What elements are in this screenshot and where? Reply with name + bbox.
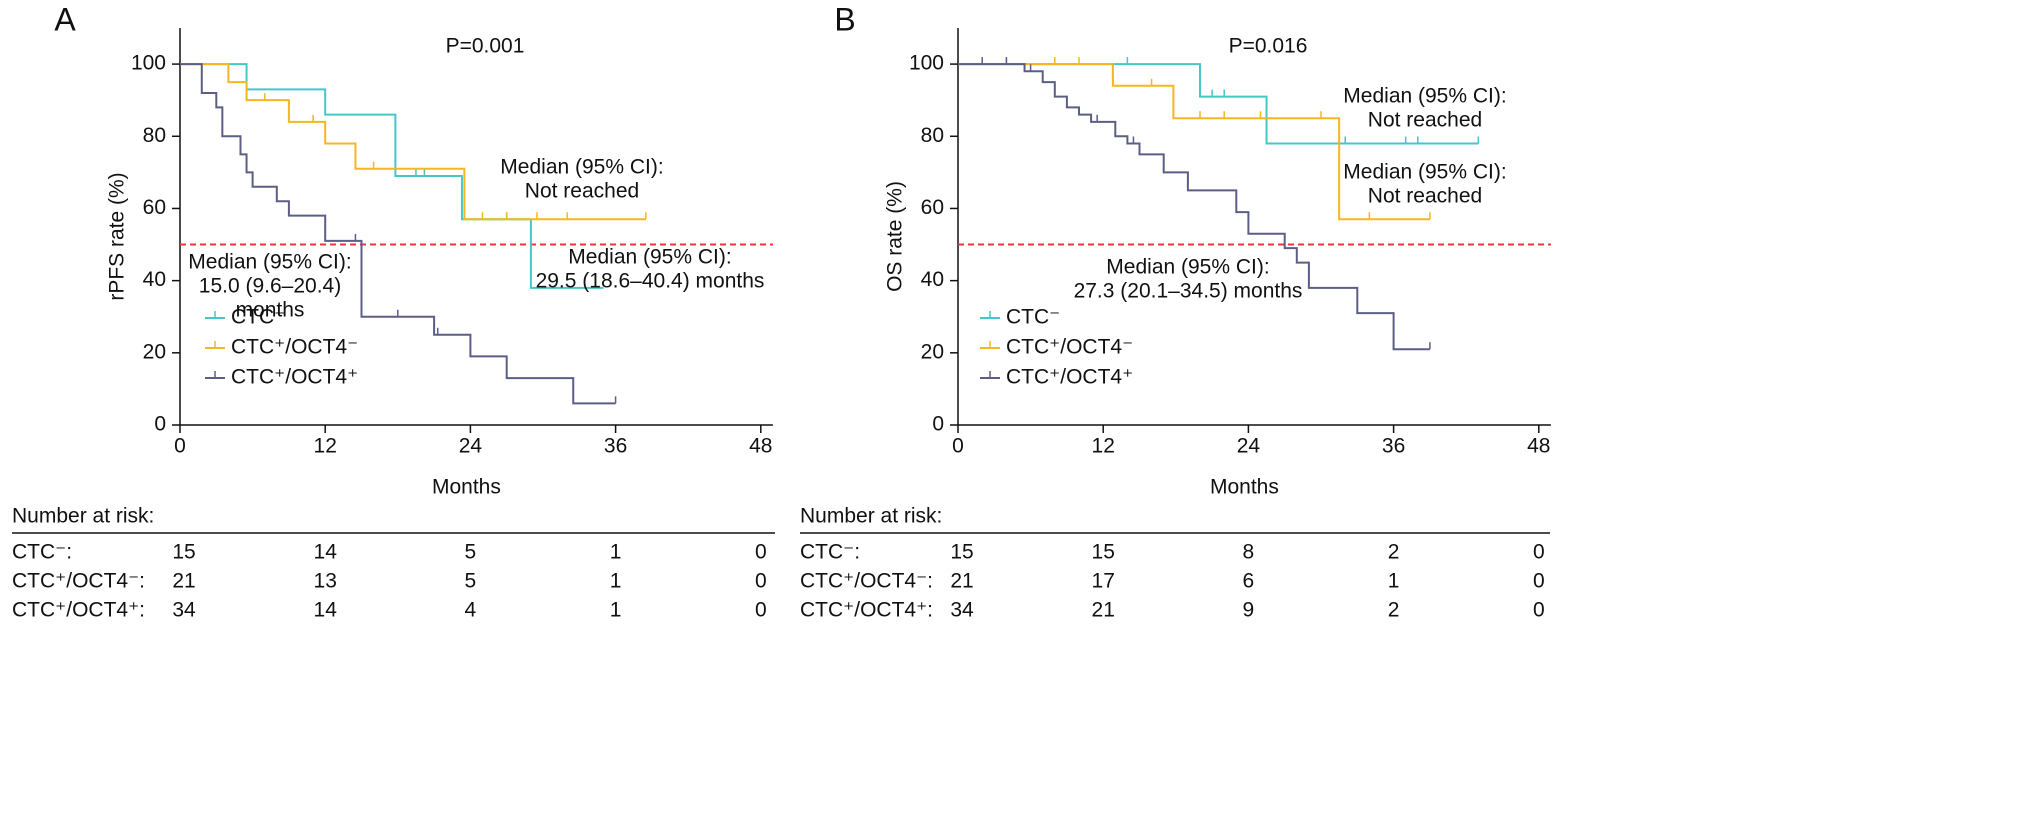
y-tick-label: 100 bbox=[909, 52, 944, 75]
survival-curve bbox=[958, 63, 1430, 221]
legend-label: CTC⁺/OCT4⁺ bbox=[231, 366, 358, 389]
y-tick-label: 60 bbox=[143, 196, 166, 219]
risk-count: 34 bbox=[172, 599, 196, 622]
annotation: Median (95% CI): bbox=[1343, 85, 1506, 108]
y-tick-label: 100 bbox=[131, 52, 166, 75]
y-axis-label: OS rate (%) bbox=[884, 181, 907, 292]
risk-row-label: CTC⁻: bbox=[12, 541, 72, 564]
risk-count: 14 bbox=[314, 541, 338, 564]
risk-count: 1 bbox=[610, 599, 622, 622]
risk-row-label: CTC⁻: bbox=[800, 541, 860, 564]
risk-count: 5 bbox=[465, 570, 477, 593]
y-tick-label: 20 bbox=[143, 340, 166, 363]
x-tick-label: 36 bbox=[1382, 435, 1405, 458]
y-tick-label: 80 bbox=[921, 124, 944, 147]
annotation: Not reached bbox=[525, 180, 639, 203]
legend-label: CTC⁻ bbox=[231, 306, 285, 329]
risk-count: 21 bbox=[950, 570, 973, 593]
legend-label: CTC⁺/OCT4⁻ bbox=[231, 336, 358, 359]
survival-curve bbox=[180, 63, 616, 405]
legend-label: CTC⁺/OCT4⁺ bbox=[1006, 366, 1133, 389]
annotation: Median (95% CI): bbox=[500, 156, 663, 179]
risk-count: 1 bbox=[610, 541, 622, 564]
risk-count: 0 bbox=[1533, 570, 1545, 593]
x-axis-label: Months bbox=[1210, 476, 1279, 499]
annotation: 15.0 (9.6–20.4) bbox=[199, 275, 341, 298]
risk-row-label: CTC⁺/OCT4⁻: bbox=[12, 570, 145, 593]
risk-count: 15 bbox=[172, 541, 195, 564]
legend-label: CTC⁺/OCT4⁻ bbox=[1006, 336, 1133, 359]
y-tick-label: 0 bbox=[154, 413, 166, 436]
risk-count: 2 bbox=[1388, 599, 1400, 622]
x-tick-label: 48 bbox=[1527, 435, 1550, 458]
annotation: months bbox=[236, 299, 305, 322]
risk-count: 0 bbox=[1533, 599, 1545, 622]
risk-count: 0 bbox=[755, 599, 767, 622]
risk-count: 4 bbox=[465, 599, 477, 622]
y-tick-label: 40 bbox=[143, 268, 166, 291]
risk-count: 15 bbox=[1092, 541, 1115, 564]
risk-table-title: Number at risk: bbox=[800, 505, 942, 528]
x-tick-label: 0 bbox=[174, 435, 186, 458]
y-tick-label: 40 bbox=[921, 268, 944, 291]
risk-count: 21 bbox=[172, 570, 195, 593]
x-tick-label: 0 bbox=[952, 435, 964, 458]
risk-row-label: CTC⁺/OCT4⁻: bbox=[800, 570, 933, 593]
risk-row-label: CTC⁺/OCT4⁺: bbox=[800, 599, 933, 622]
panel-label: A bbox=[54, 1, 76, 37]
risk-count: 9 bbox=[1243, 599, 1255, 622]
risk-count: 6 bbox=[1243, 570, 1255, 593]
risk-table-title: Number at risk: bbox=[12, 505, 154, 528]
x-axis-label: Months bbox=[432, 476, 501, 499]
risk-count: 5 bbox=[465, 541, 477, 564]
x-tick-label: 24 bbox=[1237, 435, 1261, 458]
risk-count: 17 bbox=[1092, 570, 1115, 593]
annotation: Not reached bbox=[1368, 109, 1482, 132]
risk-count: 34 bbox=[950, 599, 974, 622]
annotation: 27.3 (20.1–34.5) months bbox=[1074, 280, 1303, 303]
risk-count: 14 bbox=[314, 599, 338, 622]
y-axis-label: rPFS rate (%) bbox=[106, 172, 129, 300]
risk-count: 13 bbox=[314, 570, 337, 593]
y-tick-label: 20 bbox=[921, 340, 944, 363]
annotation: P=0.016 bbox=[1229, 35, 1308, 58]
risk-count: 0 bbox=[1533, 541, 1545, 564]
risk-count: 1 bbox=[610, 570, 622, 593]
x-tick-label: 36 bbox=[604, 435, 627, 458]
legend-label: CTC⁻ bbox=[1006, 306, 1060, 329]
annotation: Median (95% CI): bbox=[568, 246, 731, 269]
risk-count: 15 bbox=[950, 541, 973, 564]
risk-count: 0 bbox=[755, 570, 767, 593]
x-tick-label: 24 bbox=[459, 435, 483, 458]
annotation: Median (95% CI): bbox=[1106, 256, 1269, 279]
survival-curve bbox=[958, 63, 1479, 145]
x-tick-label: 12 bbox=[314, 435, 337, 458]
risk-count: 2 bbox=[1388, 541, 1400, 564]
survival-curve bbox=[958, 63, 1430, 351]
y-tick-label: 80 bbox=[143, 124, 166, 147]
panel-label: B bbox=[834, 1, 855, 37]
x-tick-label: 48 bbox=[749, 435, 772, 458]
annotation: Not reached bbox=[1368, 185, 1482, 208]
annotation: Median (95% CI): bbox=[188, 251, 351, 274]
survival-curve bbox=[180, 63, 646, 221]
y-tick-label: 0 bbox=[932, 413, 944, 436]
annotation: P=0.001 bbox=[446, 35, 525, 58]
risk-count: 1 bbox=[1388, 570, 1400, 593]
x-tick-label: 12 bbox=[1092, 435, 1115, 458]
risk-count: 21 bbox=[1092, 599, 1115, 622]
risk-count: 8 bbox=[1243, 541, 1255, 564]
risk-row-label: CTC⁺/OCT4⁺: bbox=[12, 599, 145, 622]
annotation: 29.5 (18.6–40.4) months bbox=[536, 270, 765, 293]
y-tick-label: 60 bbox=[921, 196, 944, 219]
annotation: Median (95% CI): bbox=[1343, 161, 1506, 184]
risk-count: 0 bbox=[755, 541, 767, 564]
